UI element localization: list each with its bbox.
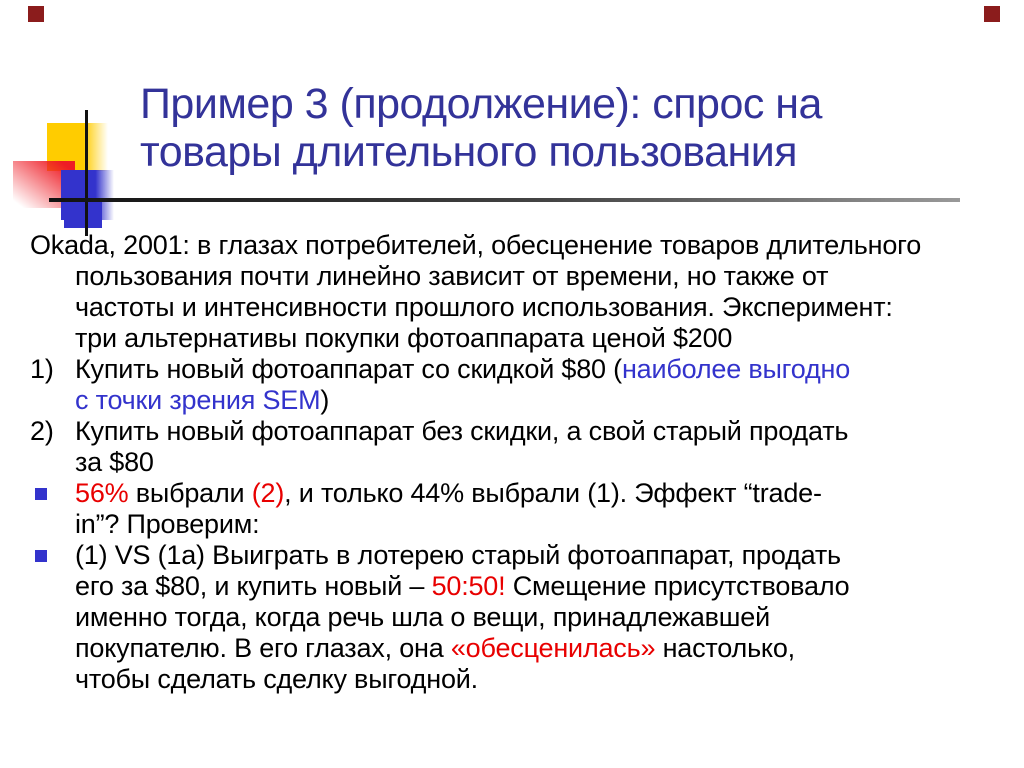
slide-body: Okada, 2001: в глазах потребителей, обес… [30,230,990,695]
text-segment: , и только 44% выбрали (1). Эффект “trad… [75,478,822,539]
text-segment: «обесценилась» [450,633,656,663]
title-underline-rule [49,198,960,202]
text-segment: (2) [251,478,285,508]
bullet-icon [30,540,75,571]
text-segment: 50:50! [431,571,506,601]
body-block: 2) Купить новый фотоаппарат без скидки, а… [30,416,990,478]
text-segment: (1) VS (1а) Выиграть в лотерею старый фо… [75,540,841,601]
corner-square-right [984,6,1000,22]
text-segment: Okada, 2001: в глазах потребителей, обес… [30,230,922,353]
list-marker: 2) [30,416,54,446]
text-segment: выбрали [128,478,252,508]
body-block: (1) VS (1а) Выиграть в лотерею старый фо… [30,540,990,695]
text-segment: наиболее выгодно с точки зрения SEM [75,354,851,415]
title-line-1: Пример 3 (продолжение): спрос на [140,80,822,128]
bullet-square-icon [35,488,47,500]
vertical-line [85,110,88,236]
corner-square-left [28,6,44,22]
bullet-icon [30,478,75,509]
bullet-square-icon [35,550,47,562]
body-block: 56% выбрали (2), и только 44% выбрали (1… [30,478,990,540]
text-segment: настолько, чтобы сделать сделку выгодной… [75,633,795,694]
title-line-2: товары длительного пользования [140,128,798,176]
body-block: Okada, 2001: в глазах потребителей, обес… [30,230,990,354]
text-segment: 56% [75,478,129,508]
body-block: 1) Купить новый фотоаппарат со скидкой $8… [30,354,990,416]
slide-title: Пример 3 (продолжение): спрос на товары д… [140,80,822,176]
blue-square-small [64,202,102,228]
text-segment: ) [320,385,330,415]
text-segment: Купить новый фотоаппарат со скидкой $80 … [75,354,622,384]
text-segment: Смещение присутствовало именно тогда, ко… [75,571,850,663]
list-marker: 1) [30,354,54,384]
text-segment: Купить новый фотоаппарат без скидки, а с… [75,416,849,477]
